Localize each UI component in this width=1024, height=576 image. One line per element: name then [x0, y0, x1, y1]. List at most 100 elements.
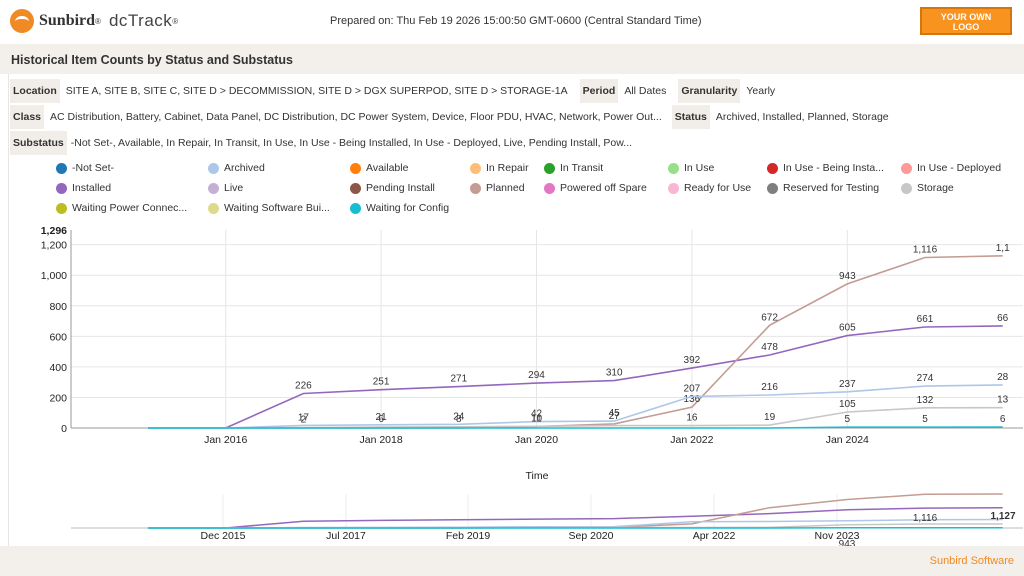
granularity-filter-label: Granularity: [678, 79, 741, 103]
legend-item[interactable]: Live: [208, 182, 243, 194]
legend-item[interactable]: In Transit: [544, 162, 603, 174]
legend-item[interactable]: In Use - Being Insta...: [767, 162, 884, 174]
top-bar: Sunbird ® dcTrack ® Prepared on: Thu Feb…: [0, 0, 1024, 44]
filter-row-class: Class AC Distribution, Battery, Cabinet,…: [10, 105, 895, 129]
legend-item[interactable]: Reserved for Testing: [767, 182, 879, 194]
data-label: 943: [839, 271, 856, 282]
x-tick-label: Jan 2016: [204, 434, 247, 446]
legend-item[interactable]: Installed: [56, 182, 111, 194]
data-label: 136: [684, 394, 701, 405]
y-tick-label: 600: [49, 331, 67, 343]
navigator-data-label: 1,127: [990, 511, 1015, 522]
data-label: 27: [609, 411, 621, 422]
series-line-installed: [148, 325, 1003, 429]
data-label: 274: [917, 373, 934, 384]
data-label: 11: [531, 413, 542, 424]
data-label: 672: [761, 312, 778, 323]
legend-label: Reserved for Testing: [783, 182, 880, 194]
data-label: 66: [997, 313, 1009, 324]
data-label: 661: [917, 314, 934, 325]
data-label: 132: [917, 395, 934, 406]
report-header: Historical Item Counts by Status and Sub…: [0, 44, 1024, 74]
data-label: 251: [373, 377, 390, 388]
brand-name: Sunbird: [39, 12, 96, 29]
filter-row-location: Location SITE A, SITE B, SITE C, SITE D …: [10, 79, 781, 103]
report-panel: [8, 74, 1023, 546]
legend-label: In Use - Deployed: [917, 162, 1002, 174]
navigator-data-label: 943: [839, 539, 856, 546]
legend-item[interactable]: Available: [350, 162, 408, 174]
legend-color-swatch: [350, 162, 361, 174]
x-tick-label: Jan 2020: [515, 434, 558, 446]
legend-item[interactable]: In Use - Deployed: [901, 162, 1001, 174]
prepared-on-text: Prepared on: Thu Feb 19 2026 15:00:50 GM…: [330, 15, 702, 27]
legend-item[interactable]: Ready for Use: [668, 182, 751, 194]
footer-company-link[interactable]: Sunbird Software: [929, 555, 1014, 567]
data-label: 13: [997, 395, 1009, 406]
data-label: 19: [764, 412, 776, 423]
legend-label: Waiting for Config: [366, 202, 450, 214]
legend-label: Live: [224, 182, 244, 194]
legend-color-swatch: [767, 162, 778, 174]
brand-logo: Sunbird ® dcTrack ®: [10, 9, 178, 33]
legend-label: Waiting Power Connec...: [72, 202, 188, 214]
legend-label: In Repair: [486, 162, 529, 174]
legend-color-swatch: [901, 182, 912, 194]
period-filter-label: Period: [579, 79, 619, 103]
legend-item[interactable]: Waiting Software Bui...: [208, 202, 330, 214]
location-filter-label: Location: [10, 79, 60, 103]
legend-item[interactable]: In Repair: [470, 162, 529, 174]
legend-item[interactable]: Planned: [470, 182, 525, 194]
legend-item[interactable]: Storage: [901, 182, 954, 194]
logo-line-2: LOGO: [952, 22, 980, 32]
legend-label: Waiting Software Bui...: [224, 202, 330, 214]
navigator-tick-label: Sep 2020: [569, 530, 614, 542]
status-filter-label: Status: [671, 105, 710, 129]
legend-label: Storage: [917, 182, 954, 194]
substatus-filter-label: Substatus: [10, 131, 67, 155]
granularity-filter-value: Yearly: [746, 85, 776, 97]
legend-color-swatch: [470, 182, 481, 194]
data-label: 8: [456, 414, 462, 425]
data-label: 1,1: [996, 243, 1010, 254]
data-label: 6: [1000, 414, 1006, 425]
legend-item[interactable]: Waiting for Config: [350, 202, 449, 214]
data-label: 226: [295, 380, 312, 391]
product-registered-mark: ®: [172, 16, 179, 26]
legend-label: -Not Set-: [72, 162, 115, 174]
legend-label: Pending Install: [366, 182, 435, 194]
legend-label: Installed: [72, 182, 112, 194]
legend-item[interactable]: Powered off Spare: [544, 182, 647, 194]
y-tick-label: 400: [49, 362, 67, 374]
line-chart: 0 200 400 600 800 1,000 1,200 1,296 Jan 2016 Jan …: [41, 225, 1023, 546]
legend-label: Ready for Use: [684, 182, 752, 194]
substatus-filter-value: -Not Set-, Available, In Repair, In Tran…: [70, 137, 633, 149]
legend-label: Powered off Spare: [560, 182, 647, 194]
navigator-tick-label: Jul 2017: [326, 530, 366, 542]
legend-label: In Use: [684, 162, 715, 174]
data-label: 5: [845, 414, 851, 425]
data-label: 2: [301, 415, 307, 426]
y-tick-label: 1,000: [41, 270, 67, 282]
filter-row-substatus: Substatus -Not Set-, Available, In Repai…: [10, 131, 638, 155]
legend-item[interactable]: -Not Set-: [56, 162, 114, 174]
legend-label: Archived: [224, 162, 265, 174]
legend-color-swatch: [208, 202, 219, 214]
data-label: 6: [378, 414, 384, 425]
legend-color-swatch: [668, 162, 679, 174]
data-label: 45: [609, 408, 621, 419]
series-line-archived: [148, 384, 1003, 429]
legend-item[interactable]: Waiting Power Connec...: [56, 202, 187, 214]
x-axis-title: Time: [526, 470, 549, 482]
legend-item[interactable]: Pending Install: [350, 182, 435, 194]
legend-color-swatch: [901, 162, 912, 174]
location-filter-value: SITE A, SITE B, SITE C, SITE D > DECOMMI…: [65, 85, 568, 97]
legend-item[interactable]: In Use: [668, 162, 714, 174]
legend-item[interactable]: Archived: [208, 162, 265, 174]
data-label: 271: [450, 374, 467, 385]
report-title: Historical Item Counts by Status and Sub…: [11, 53, 293, 67]
legend-color-swatch: [208, 162, 219, 174]
legend-color-swatch: [56, 202, 67, 214]
brand-registered-mark: ®: [95, 16, 101, 26]
x-tick-label: Jan 2018: [359, 434, 402, 446]
